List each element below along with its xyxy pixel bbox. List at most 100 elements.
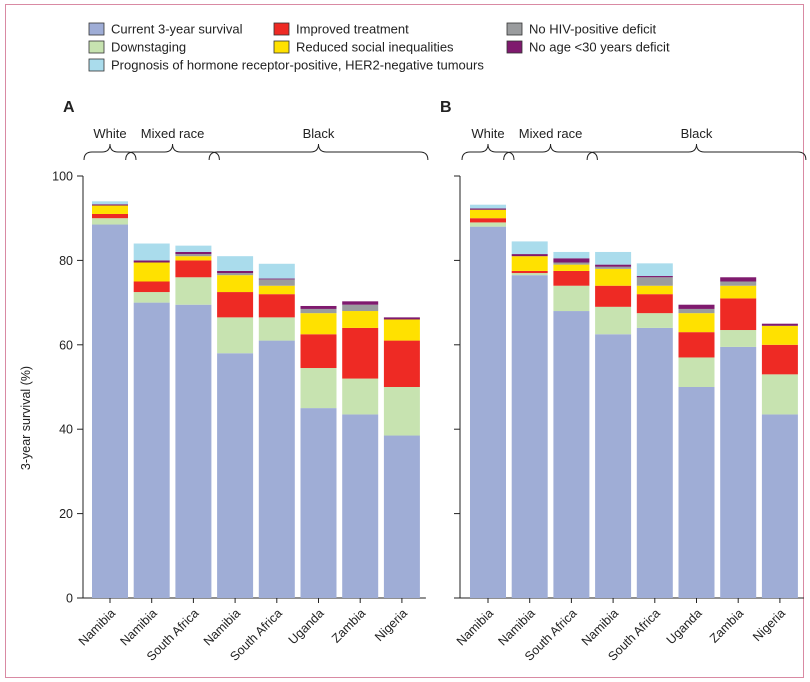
legend-swatch-prognosis [88, 58, 105, 72]
bar-segment-prognosis [511, 241, 548, 255]
bar-segment-current [595, 334, 632, 598]
bar-segment-downstaging [258, 317, 295, 341]
bar-segment-age [258, 278, 295, 280]
bar-segment-social [553, 264, 590, 271]
bar-segment-current [92, 224, 128, 598]
bar-segment-social [383, 319, 420, 341]
bar-segment-age [300, 305, 337, 309]
bar-segment-current [258, 340, 295, 598]
legend-swatch-current [88, 22, 105, 36]
bar-segment-hiv [217, 273, 254, 276]
bar-segment-age [92, 204, 128, 206]
bar-segment-social [175, 256, 212, 261]
legend-label-current: Current 3-year survival [111, 22, 243, 37]
legend: Current 3-year survival Improved treatmen… [88, 22, 670, 73]
bar-segment-current [678, 387, 715, 598]
bar-segment-improved [761, 344, 798, 375]
legend-swatch-social [273, 40, 290, 54]
y-tick-label: 80 [59, 254, 73, 268]
bar-segment-downstaging [761, 374, 798, 415]
legend-swatch-improved [273, 22, 290, 36]
bar-segment-social [470, 209, 506, 219]
x-tick-label: Namibia [495, 606, 537, 648]
y-axis-label: 3-year survival (%) [19, 366, 33, 470]
bar-segment-age [175, 251, 212, 255]
bar-segment-social [511, 256, 548, 271]
bar-segment-social [678, 313, 715, 333]
group-brace [461, 143, 515, 161]
bar-segment-improved [258, 294, 295, 318]
bar-segment-downstaging [133, 292, 170, 303]
bar-segment-improved [217, 292, 254, 318]
bar-segment-hiv [258, 279, 295, 286]
bar-segment-social [258, 285, 295, 295]
legend-swatch-age [506, 40, 523, 54]
bar-segment-age [470, 208, 506, 210]
bar-segment-prognosis [595, 251, 632, 265]
bar-segment-downstaging [217, 317, 254, 354]
bar-segment-current [553, 311, 590, 598]
bar-segment-age [720, 277, 757, 282]
bar-segment-social [720, 285, 757, 299]
legend-swatch-downstaging [88, 40, 105, 54]
x-tick-label: Namibia [454, 606, 496, 648]
bar-segment-prognosis [175, 245, 212, 252]
bar-segment-current [636, 327, 673, 598]
group-label: Black [681, 126, 713, 141]
bar-segment-social [92, 205, 128, 214]
bar-segment-improved [383, 340, 420, 387]
x-tick-label: Nigeria [750, 606, 788, 644]
y-tick-label: 20 [59, 507, 73, 521]
bar-segment-prognosis [470, 204, 506, 209]
bar-segment-hiv [553, 262, 590, 265]
legend-label-age: No age <30 years deficit [529, 40, 670, 55]
bar-segment-hiv [175, 254, 212, 257]
bar-segment-age [678, 304, 715, 309]
x-tick-label: Uganda [286, 606, 327, 647]
bar-segment-age [133, 260, 170, 263]
bar-segment-improved [342, 327, 379, 379]
group-brace [208, 143, 429, 161]
bar-segment-current [511, 275, 548, 598]
bar-segment-improved [92, 213, 128, 219]
panel-letter: A [63, 99, 75, 116]
bar-segment-downstaging [175, 277, 212, 305]
bar-segment-improved [636, 294, 673, 314]
bar-segment-hiv [595, 266, 632, 269]
bar-segment-current [470, 226, 506, 598]
bar-segment-improved [595, 285, 632, 307]
bar-segment-hiv [678, 308, 715, 314]
bar-segment-downstaging [595, 306, 632, 335]
bar-segment-hiv [342, 304, 379, 312]
bar-segment-age [511, 254, 548, 257]
y-tick-label: 40 [59, 423, 73, 437]
y-tick-label: 60 [59, 338, 73, 352]
figure-frame [5, 4, 804, 678]
bar-segment-downstaging [342, 378, 379, 415]
bar-segment-improved [133, 281, 170, 293]
legend-swatch-hiv [506, 22, 523, 36]
legend-label-improved: Improved treatment [296, 22, 409, 37]
bar-segment-current [133, 302, 170, 598]
bar-segment-downstaging [300, 368, 337, 409]
group-label: Mixed race [519, 126, 583, 141]
group-brace [586, 143, 807, 161]
bar-segment-social [761, 325, 798, 345]
legend-label-prognosis: Prognosis of hormone receptor-positive, … [111, 58, 484, 73]
x-tick-label: Uganda [664, 606, 705, 647]
bar-segment-downstaging [636, 313, 673, 328]
bar-segment-improved [470, 218, 506, 223]
bar-segment-social [133, 262, 170, 282]
bar-segment-prognosis [92, 201, 128, 205]
legend-label-social: Reduced social inequalities [296, 40, 454, 55]
bar-segment-downstaging [678, 357, 715, 387]
bar-segment-social [595, 268, 632, 286]
x-tick-label: Namibia [201, 606, 243, 648]
bar-segment-social [300, 313, 337, 335]
bar-segment-current [761, 414, 798, 598]
bar-segment-hiv [300, 308, 337, 314]
bar-segment-improved [678, 332, 715, 358]
bar-segment-downstaging [92, 218, 128, 225]
